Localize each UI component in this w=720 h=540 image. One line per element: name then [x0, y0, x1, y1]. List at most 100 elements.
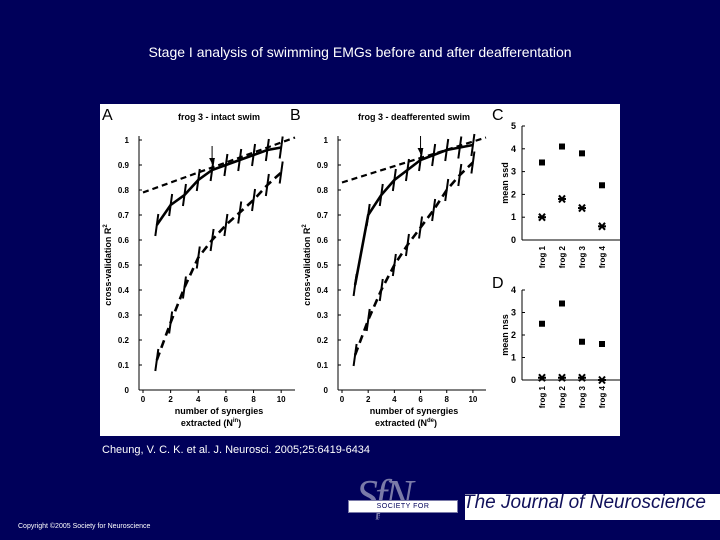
panel-b-y-label-sup: 2 — [302, 224, 308, 228]
panel-a-x-tick-label: 4 — [196, 395, 201, 404]
panel-b-x-tick-label: 8 — [445, 395, 450, 404]
panel-a-x-tick-label: 8 — [251, 395, 256, 404]
panel-c-category-label: frog 4 — [598, 245, 607, 268]
panel-b-y-tick-label: 0 — [324, 386, 329, 395]
panel-a-dashed-error-bar — [278, 161, 284, 184]
panel-a-dashed-error-bar — [209, 228, 215, 252]
panel-b-x-label-main: extracted (N — [375, 418, 427, 428]
panel-a-y-tick-label: 0.9 — [118, 161, 130, 170]
panel-b-y-tick-label: 1 — [324, 136, 329, 145]
panel-c-star-marker — [598, 222, 606, 231]
panel-d-y-label: mean nss — [500, 314, 510, 356]
panel-c-star-marker — [558, 194, 566, 204]
panel-a-y-label: cross-validation R2 — [103, 224, 113, 306]
panel-d-square-marker — [579, 338, 585, 345]
panel-a-dashed-error-bar — [168, 311, 174, 334]
panel-a-y-label-sup: 2 — [103, 224, 109, 228]
panel-b-dashed-error-bar — [470, 151, 476, 174]
panel-c-y-tick-label: 4 — [511, 144, 516, 154]
journal-name: The Journal of Neuroscience — [463, 492, 706, 513]
panel-a-x-label-2: extracted (Nin) — [181, 418, 241, 428]
panel-d-square-marker — [599, 341, 605, 347]
panel-a-x-label-end: ) — [238, 418, 241, 428]
panel-d-y-tick-label: 1 — [511, 353, 516, 363]
panel-a-arrow-head — [209, 158, 216, 164]
panel-b-y-tick-label: 0.5 — [317, 261, 329, 270]
panel-a-y-tick-label: 0.2 — [118, 336, 130, 345]
panel-b-solid-error-bar — [404, 158, 410, 182]
panel-b-dashed-error-bar — [431, 198, 437, 222]
panel-b-y-tick-label: 0.6 — [317, 236, 329, 245]
panel-d-star-marker — [558, 373, 566, 382]
panel-a-dashed-error-bar — [223, 213, 229, 237]
panel-a-y-tick-label: 0.6 — [118, 236, 130, 245]
panel-a-y-tick-label: 0.4 — [118, 286, 130, 295]
panel-d-category-label: frog 2 — [558, 385, 567, 408]
panel-c-star-marker — [578, 203, 586, 213]
panel-b-y-tick-label: 0.4 — [317, 286, 329, 295]
panel-a-x-label: number of synergies — [175, 406, 264, 416]
panel-a-y-tick-label: 0 — [125, 386, 130, 395]
panel-a-solid-error-bar — [264, 138, 270, 162]
panel-b-dashed-error-bar — [365, 308, 371, 332]
panel-a-y-tick-label: 1 — [125, 136, 130, 145]
panel-d-y-tick-label: 2 — [511, 330, 516, 340]
panel-c-square-marker — [599, 182, 605, 189]
panel-d-star-stroke — [538, 373, 546, 382]
panel-a-solid-error-bar — [195, 168, 201, 192]
panel-b-x-tick-label: 2 — [366, 395, 371, 404]
panel-a-letter: A — [102, 107, 113, 124]
panel-c-star-stroke — [598, 222, 606, 231]
panel-a-x-label-sup: in — [233, 418, 239, 424]
panel-c-category-label: frog 2 — [558, 245, 567, 268]
panel-b-letter: B — [290, 107, 301, 124]
panel-b-x-tick-label: 4 — [392, 395, 397, 404]
panel-b-solid-error-bar — [378, 183, 384, 207]
panel-c-y-tick-label: 1 — [511, 212, 516, 222]
panel-d-star-marker — [598, 375, 606, 385]
panel-d-y-tick-label: 0 — [511, 375, 516, 385]
panel-a-y-tick-label: 0.7 — [118, 211, 130, 220]
panel-b-solid-error-bar — [457, 136, 463, 159]
panel-b-x-label-2: extracted (Nde) — [375, 418, 437, 428]
panel-c-y-tick-label: 2 — [511, 189, 516, 199]
panel-c-y-label: mean ssd — [500, 162, 510, 204]
panel-c-category-label: frog 1 — [538, 245, 547, 268]
panel-c-y-tick-label: 0 — [511, 235, 516, 245]
panel-a-x-tick-label: 10 — [277, 395, 286, 404]
panel-a-x-tick-label: 6 — [224, 395, 229, 404]
panel-c-square-marker — [539, 159, 545, 166]
panel-a-dashed-error-bar — [195, 246, 201, 269]
panel-a-solid-error-bar — [168, 193, 174, 217]
panel-d-star-stroke — [578, 373, 586, 382]
panel-b-dashed-line — [353, 161, 474, 356]
slide-title: Stage I analysis of swimming EMGs before… — [148, 44, 572, 60]
panel-a-dashed-error-bar — [154, 348, 160, 372]
panel-b-arrow-head — [417, 148, 424, 154]
panel-b-x-label-end: ) — [434, 418, 437, 428]
panel-a-y-tick-label: 0.5 — [118, 261, 130, 270]
panel-b-y-label-main: cross-validation R — [302, 227, 312, 306]
panel-a-y-tick-label: 0.8 — [118, 186, 130, 195]
panel-a-dashed-error-bar — [264, 173, 270, 197]
panel-a-solid-line — [155, 146, 282, 226]
panel-b-x-tick-label: 10 — [468, 395, 477, 404]
panel-c-category-label: frog 3 — [578, 245, 587, 268]
panel-a-y-tick-label: 0.3 — [118, 311, 130, 320]
panel-c-y-tick-label: 5 — [511, 121, 516, 131]
panel-d-category-label: frog 3 — [578, 385, 587, 408]
panel-b-solid-error-bar — [444, 138, 450, 162]
panel-a-solid-error-bar — [237, 148, 243, 172]
sfn-logo-text: SOCIETY FOR NEUROSCIENCE — [371, 503, 435, 521]
panel-b-x-label-sup: de — [427, 418, 435, 424]
panel-b-y-tick-label: 0.1 — [317, 361, 329, 370]
panel-a-dashed-error-bar — [181, 276, 187, 299]
panel-c-star-stroke — [558, 194, 566, 204]
panel-c-star-stroke — [578, 203, 586, 213]
panel-d-star-marker — [538, 373, 546, 382]
panel-c-square-marker — [579, 150, 585, 157]
citation: Cheung, V. C. K. et al. J. Neurosci. 200… — [102, 444, 371, 456]
panel-b-solid-error-bar — [391, 168, 397, 192]
panel-b-y-tick-label: 0.9 — [317, 161, 329, 170]
